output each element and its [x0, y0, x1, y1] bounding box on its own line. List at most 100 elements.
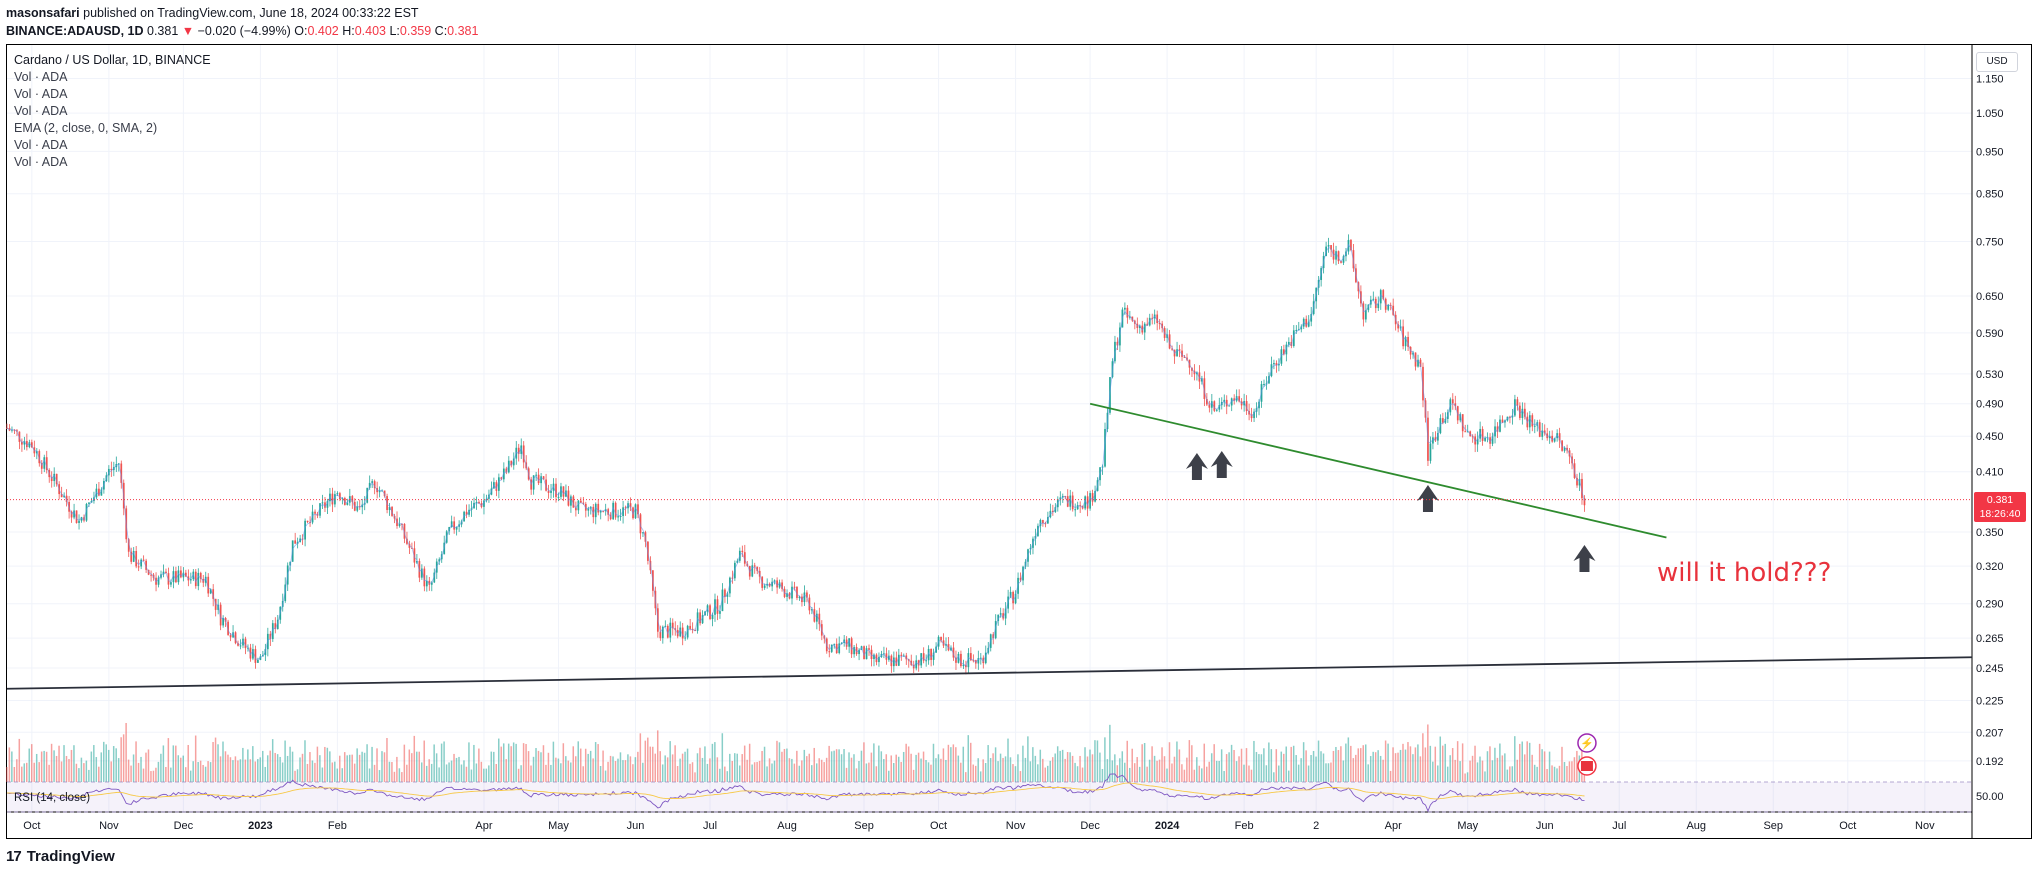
candle-body: [892, 657, 895, 667]
candle-body: [75, 510, 78, 523]
candle-body: [1215, 409, 1218, 411]
candle-body: [276, 619, 279, 629]
open-label: O:: [294, 24, 308, 38]
symbol-name[interactable]: BINANCE:ADAUSD, 1D: [6, 24, 144, 38]
candle-body: [575, 507, 577, 511]
currency-badge[interactable]: USD: [1976, 52, 2018, 72]
legend-title[interactable]: Cardano / US Dollar, 1D, BINANCE: [14, 53, 211, 67]
volume-bar: [763, 746, 766, 782]
candle-body: [659, 631, 662, 639]
candle-body: [127, 539, 130, 552]
volume-bar: [1516, 759, 1519, 782]
legend-indicator[interactable]: Vol · ADA: [14, 138, 68, 152]
volume-bar: [1310, 754, 1312, 782]
candle-body: [838, 643, 841, 654]
candle-body: [63, 495, 66, 498]
time-tick-label: Sep: [854, 820, 874, 832]
volume-bar: [1533, 764, 1536, 782]
volume-bar: [1158, 759, 1161, 782]
chart-frame[interactable]: [6, 44, 2032, 839]
volume-bar: [199, 760, 202, 782]
volume-bar: [1166, 768, 1168, 782]
volume-bar: [425, 765, 428, 782]
volume-bar: [326, 747, 329, 782]
volume-bar: [336, 768, 339, 782]
legend-indicator[interactable]: Vol · ADA: [14, 155, 68, 169]
candle-body: [624, 507, 627, 509]
volume-bar: [1161, 747, 1163, 782]
volume-bar: [264, 766, 266, 782]
volume-bar: [1576, 750, 1578, 782]
volume-bar: [982, 759, 984, 782]
volume-bar: [177, 755, 180, 782]
candle-body: [1012, 591, 1014, 604]
legend-indicator[interactable]: Vol · ADA: [14, 104, 68, 118]
candle-body: [507, 460, 510, 473]
volume-bar: [1201, 768, 1203, 782]
legend-indicator[interactable]: EMA (2, close, 0, SMA, 2): [14, 121, 158, 135]
volume-bar: [828, 745, 830, 782]
candle-body: [21, 441, 23, 445]
volume-bar: [1099, 752, 1101, 782]
candle-body: [895, 657, 898, 666]
time-tick-label: Jun: [627, 820, 645, 832]
volume-bar: [1292, 745, 1295, 782]
volume-bar: [281, 762, 284, 782]
candle-body: [1014, 593, 1017, 604]
candle-body: [1228, 405, 1231, 407]
candle-body: [271, 623, 274, 640]
volume-bar: [649, 746, 652, 782]
volume-bar: [833, 750, 835, 782]
volume-bar: [455, 757, 458, 782]
candle-body: [1466, 431, 1469, 433]
volume-bar: [699, 747, 701, 782]
volume-bar: [691, 762, 694, 782]
candle-body: [1243, 401, 1245, 406]
volume-bar: [30, 744, 33, 782]
candle-body: [845, 639, 848, 647]
volume-bar: [830, 751, 833, 782]
candle-body: [423, 568, 426, 587]
volume-bar: [316, 746, 319, 782]
legend-indicator[interactable]: Vol · ADA: [14, 87, 68, 101]
candle-body: [681, 627, 684, 639]
volume-bar: [1511, 766, 1514, 782]
author-name[interactable]: masonsafari: [6, 6, 80, 20]
volume-bar: [815, 763, 818, 782]
volume-bar: [729, 753, 731, 782]
candle-body: [1382, 290, 1385, 299]
candle-body: [1476, 438, 1479, 445]
volume-bar: [448, 762, 450, 782]
legend-indicator[interactable]: Vol · ADA: [14, 70, 68, 84]
volume-bar: [1362, 745, 1364, 782]
volume-bar: [704, 746, 706, 782]
volume-bar: [23, 763, 26, 782]
candle-body: [175, 571, 177, 583]
candle-body: [383, 490, 386, 497]
candle-body: [1181, 350, 1183, 357]
volume-bar: [21, 766, 23, 782]
time-tick-label: Dec: [174, 820, 194, 832]
candle-body: [502, 468, 505, 480]
volume-bar: [1146, 766, 1148, 782]
volume-bar: [1419, 756, 1422, 782]
us-flag-fill: [1580, 761, 1593, 771]
volume-bar: [1181, 764, 1183, 782]
candle-body: [249, 647, 252, 659]
time-tick-label: Apr: [475, 820, 492, 832]
volume-bar: [1320, 751, 1322, 782]
candle-body: [306, 520, 309, 522]
volume-bar: [1156, 760, 1158, 782]
candle-body: [189, 579, 192, 581]
open-value: 0.402: [307, 24, 339, 38]
volume-bar: [597, 744, 599, 782]
volume-bar: [858, 760, 860, 782]
volume-bar: [820, 759, 823, 782]
volume-bar: [276, 754, 279, 782]
volume-bar: [423, 740, 425, 782]
volume-bar: [1364, 744, 1367, 782]
candle-body: [1531, 415, 1534, 427]
candle-body: [642, 532, 644, 534]
volume-bar: [838, 749, 840, 782]
